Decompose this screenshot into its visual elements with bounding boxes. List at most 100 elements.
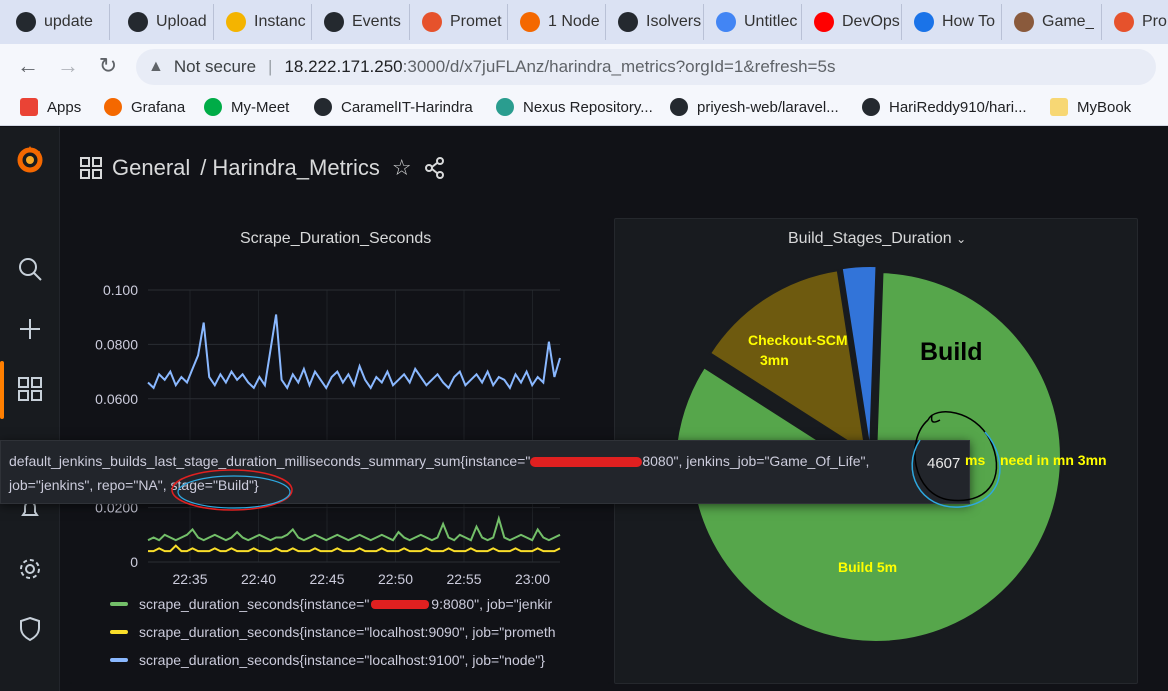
annotation-build-5m: Build 5m	[838, 559, 898, 575]
tab-item[interactable]: Instanc	[216, 4, 312, 40]
bookmark-label: HariReddy910/hari...	[889, 98, 1027, 116]
series-line[interactable]	[147, 514, 561, 542]
panel-title[interactable]: Build_Stages_Duration ⌄	[788, 230, 967, 247]
prometheus-icon	[1114, 12, 1134, 32]
dashboards-icon[interactable]	[14, 373, 46, 405]
prometheus-icon	[422, 12, 442, 32]
tab-label: Promet	[450, 13, 502, 30]
x-tick-label: 22:35	[172, 571, 207, 587]
meet-icon	[204, 98, 222, 116]
forward-icon[interactable]: →	[57, 53, 79, 78]
tooltip-value: 4607	[927, 455, 961, 472]
tab-item[interactable]: Events	[314, 4, 410, 40]
legend-label: scrape_duration_seconds{instance="localh…	[139, 652, 545, 668]
grafana-icon	[104, 98, 122, 116]
shield-icon[interactable]	[14, 613, 46, 645]
github-icon	[324, 12, 344, 32]
tab-item[interactable]: update	[6, 4, 110, 40]
grafana-logo-icon[interactable]	[14, 143, 46, 175]
github-icon	[314, 98, 332, 116]
bookmark-item[interactable]: My-Meet	[204, 96, 289, 118]
url-host: 18.222.171.250	[284, 57, 403, 76]
tab-item[interactable]: Isolvers	[608, 4, 704, 40]
browser-tab-strip: update Upload Instanc Events Promet 1 Node Iso…	[0, 0, 1168, 44]
redacted-scribble	[530, 457, 643, 468]
address-bar[interactable]: ▲ Not secure | 18.222.171.250 :3000/d/x7…	[136, 49, 1156, 85]
tab-item[interactable]: Untitlec	[706, 4, 802, 40]
tab-item[interactable]: Promet	[412, 4, 508, 40]
search-icon[interactable]	[14, 253, 46, 285]
bookmark-item[interactable]: MyBook	[1050, 96, 1131, 118]
legend-label-tail: 9:8080", job="jenkir	[431, 596, 553, 612]
github-icon	[862, 98, 880, 116]
address-divider: |	[268, 57, 273, 76]
apps-grid-icon	[20, 98, 38, 116]
legend-item[interactable]: scrape_duration_seconds{instance=" 9:8080…	[110, 594, 552, 614]
chevron-down-icon[interactable]: ⌄	[956, 232, 967, 246]
github-icon	[618, 12, 638, 32]
tab-label: 1 Node	[548, 13, 600, 30]
tooltip-series-line-2: job="jenkins", repo="NA", stage="Build"}	[9, 477, 259, 493]
legend-item[interactable]: scrape_duration_seconds{instance="localh…	[110, 622, 556, 642]
jenkins-icon	[1014, 12, 1034, 32]
back-icon[interactable]: ←	[17, 53, 39, 78]
x-tick-label: 22:50	[378, 571, 413, 587]
bookmark-item[interactable]: Nexus Repository...	[496, 96, 653, 118]
github-icon	[16, 12, 36, 32]
tab-item[interactable]: How To	[904, 4, 1002, 40]
youtube-icon	[814, 12, 834, 32]
x-tick-label: 23:00	[515, 571, 550, 587]
panel-title[interactable]: Scrape_Duration_Seconds	[240, 230, 432, 247]
breadcrumb-folder[interactable]: General	[112, 155, 191, 180]
tab-item[interactable]: 1 Node	[510, 4, 606, 40]
tab-label: Instanc	[254, 13, 306, 30]
tab-label: Events	[352, 13, 401, 30]
annotation-ms: ms	[965, 452, 986, 468]
redacted-scribble	[371, 599, 430, 609]
pie-slice[interactable]	[708, 269, 868, 456]
tab-item[interactable]: Upload	[118, 4, 214, 40]
bookmark-item[interactable]: priyesh-web/laravel...	[670, 96, 839, 118]
legend-swatch	[110, 630, 128, 634]
bookmark-label: My-Meet	[231, 98, 290, 116]
bookmark-label: Nexus Repository...	[523, 98, 653, 116]
tab-item[interactable]: DevOps	[804, 4, 902, 40]
x-tick-label: 22:55	[446, 571, 481, 587]
pie-slice[interactable]	[840, 265, 878, 452]
aws-icon	[226, 12, 246, 32]
legend-label: scrape_duration_seconds{instance="localh…	[139, 624, 556, 640]
bookmark-item[interactable]: HariReddy910/hari...	[862, 96, 1027, 118]
tab-label: Pro	[1142, 13, 1167, 30]
y-tick-label: 0.0600	[95, 391, 138, 407]
series-tooltip: default_jenkins_builds_last_stage_durati…	[0, 440, 970, 504]
tab-label: update	[44, 13, 93, 30]
y-tick-label: 0.0800	[95, 336, 138, 352]
series-line[interactable]	[148, 544, 561, 553]
tab-item[interactable]: Game_	[1004, 4, 1102, 40]
tab-item[interactable]: Pro	[1104, 4, 1168, 40]
security-label: Not secure	[173, 57, 257, 76]
bookmark-label: priyesh-web/laravel...	[697, 98, 839, 116]
bookmark-label: CaramelIT-Harindra	[341, 98, 473, 116]
bookmark-item[interactable]: Grafana	[104, 96, 185, 118]
bookmark-item[interactable]: Apps	[20, 96, 81, 118]
plus-icon[interactable]	[14, 313, 46, 345]
y-tick-label: 0	[130, 554, 138, 570]
share-icon[interactable]	[424, 157, 446, 179]
annotation-checkout: Checkout-SCM	[748, 332, 848, 348]
bookmarks-bar: Apps Grafana My-Meet CaramelIT-Harindra Nexu…	[0, 88, 1168, 126]
star-icon[interactable]: ☆	[391, 155, 412, 180]
gear-icon[interactable]	[14, 553, 46, 585]
grafana-icon	[520, 12, 540, 32]
bookmark-folder-icon	[1050, 98, 1068, 116]
legend-item[interactable]: scrape_duration_seconds{instance="localh…	[110, 650, 545, 670]
reload-icon[interactable]: ↻	[98, 53, 118, 78]
bookmark-item[interactable]: CaramelIT-Harindra	[314, 96, 473, 118]
nexus-icon	[496, 98, 514, 116]
page-title[interactable]: Harindra_Metrics	[212, 155, 380, 180]
github-icon	[670, 98, 688, 116]
series-line[interactable]	[147, 314, 561, 390]
tab-label: Untitlec	[744, 13, 798, 30]
active-indicator	[0, 361, 4, 419]
